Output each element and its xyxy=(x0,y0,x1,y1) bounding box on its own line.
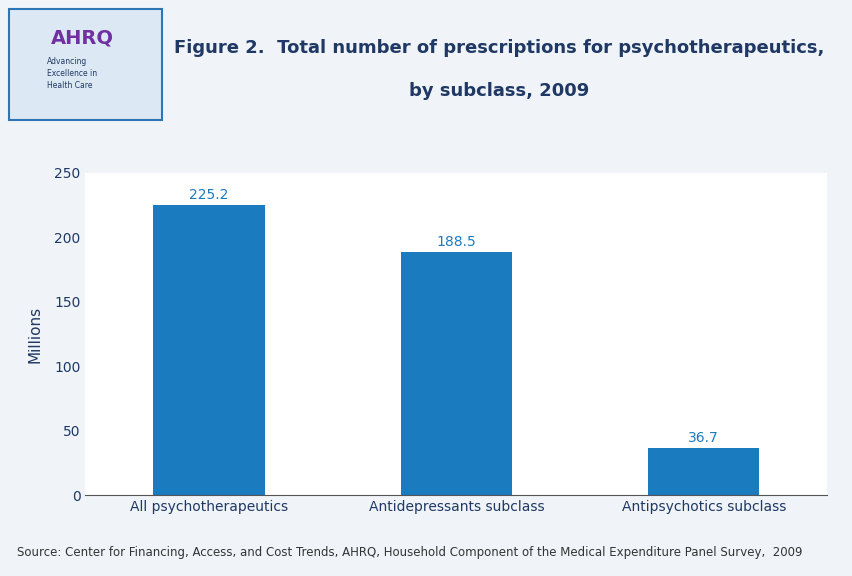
Bar xyxy=(153,205,264,495)
Bar xyxy=(648,448,758,495)
FancyBboxPatch shape xyxy=(9,9,162,120)
Text: 36.7: 36.7 xyxy=(688,431,718,445)
Y-axis label: Millions: Millions xyxy=(28,305,43,363)
Text: 188.5: 188.5 xyxy=(436,235,475,249)
Text: AHRQ: AHRQ xyxy=(51,29,114,47)
Text: 225.2: 225.2 xyxy=(189,188,228,202)
Bar xyxy=(400,252,511,495)
Text: Figure 2.  Total number of prescriptions for psychotherapeutics,: Figure 2. Total number of prescriptions … xyxy=(174,39,823,57)
Text: Source: Center for Financing, Access, and Cost Trends, AHRQ, Household Component: Source: Center for Financing, Access, an… xyxy=(17,545,802,559)
Text: Advancing
Excellence in
Health Care: Advancing Excellence in Health Care xyxy=(47,57,97,90)
Text: by subclass, 2009: by subclass, 2009 xyxy=(408,82,589,100)
